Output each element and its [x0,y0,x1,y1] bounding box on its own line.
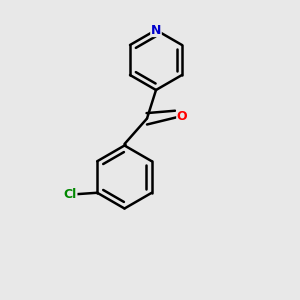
Text: Cl: Cl [64,188,77,201]
Text: N: N [151,23,161,37]
Text: O: O [177,110,188,123]
